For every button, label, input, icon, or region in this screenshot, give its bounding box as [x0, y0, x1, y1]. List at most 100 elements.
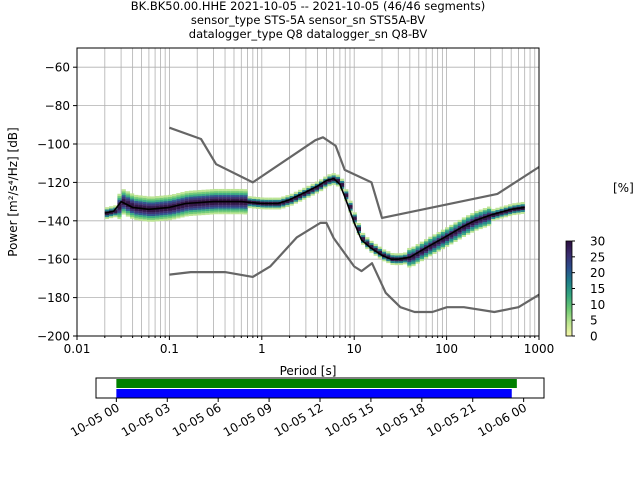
density-cell [306, 185, 311, 189]
density-cell [151, 196, 156, 199]
density-cell [218, 210, 223, 213]
density-cell [436, 241, 441, 244]
density-cell [445, 233, 450, 236]
density-cell [344, 193, 349, 196]
density-cell [327, 183, 332, 187]
density-cell [197, 209, 202, 212]
density-cell [134, 212, 139, 215]
density-cell [130, 214, 135, 217]
density-cell [172, 199, 177, 203]
density-cell [222, 211, 227, 215]
density-cell [377, 256, 383, 259]
density-cell [243, 210, 248, 213]
density-cell [193, 190, 198, 193]
density-cell [403, 254, 408, 257]
density-cell [155, 203, 160, 206]
density-cell [352, 218, 357, 221]
density-cell [188, 209, 194, 213]
density-cell [487, 223, 492, 227]
density-cell [113, 213, 118, 216]
density-cell [361, 236, 366, 240]
density-cell [495, 215, 500, 218]
density-cell [314, 191, 320, 194]
density-cell [302, 193, 307, 196]
density-cell [487, 218, 492, 221]
density-cell [243, 212, 248, 215]
density-cell [193, 205, 198, 209]
density-cell [172, 211, 177, 214]
density-cell [361, 242, 366, 245]
density-cell [134, 215, 139, 219]
density-cell [298, 189, 303, 193]
density-cell [230, 204, 236, 207]
density-cell [449, 242, 454, 245]
density-cell [369, 250, 374, 253]
density-cell [482, 225, 488, 228]
density-cell [176, 206, 181, 209]
density-cell [453, 228, 458, 231]
density-cell [201, 197, 206, 200]
density-cell [352, 212, 357, 215]
density-cell [243, 204, 248, 207]
x-tick-label: 0.1 [160, 342, 179, 356]
density-cell [516, 210, 521, 213]
density-cell [222, 210, 227, 213]
density-cell [201, 212, 206, 216]
density-cell [348, 204, 353, 207]
density-cell [466, 220, 471, 224]
density-cell [432, 243, 437, 247]
density-cell [134, 198, 139, 202]
density-cell [453, 224, 458, 227]
density-cell [491, 218, 496, 221]
density-cell [470, 215, 475, 218]
density-cell [172, 195, 177, 199]
density-cell [214, 211, 219, 215]
density-cell [495, 207, 500, 211]
density-cell [335, 174, 341, 177]
density-cell [159, 218, 164, 221]
density-cell [151, 209, 156, 213]
density-cell [209, 191, 215, 194]
density-cell [520, 209, 525, 212]
density-cell [352, 216, 357, 219]
density-cell [407, 247, 412, 251]
density-cell [184, 206, 189, 209]
density-cell [130, 210, 135, 213]
density-cell [478, 221, 483, 224]
density-cell [214, 196, 219, 199]
density-cell [260, 203, 265, 206]
density-cell [436, 247, 441, 250]
density-cell [205, 199, 210, 202]
density-cell [130, 195, 135, 198]
density-cell [167, 198, 173, 201]
density-cell [205, 195, 210, 198]
density-cell [151, 219, 156, 222]
density-cell [382, 251, 387, 254]
density-cell [230, 188, 236, 192]
density-cell [159, 195, 164, 198]
density-cell [428, 250, 433, 253]
density-cell [184, 210, 189, 213]
density-cell [327, 174, 332, 177]
density-cell [239, 188, 244, 192]
density-cell [226, 198, 231, 201]
density-cell [331, 180, 336, 184]
density-cell [159, 197, 164, 200]
density-cell [218, 208, 223, 211]
density-cell [243, 194, 248, 198]
density-cell [424, 248, 429, 252]
density-cell [222, 196, 227, 199]
density-cell [440, 243, 446, 246]
density-cell [461, 219, 467, 222]
density-cell [281, 198, 286, 201]
density-cell [201, 205, 206, 208]
density-cell [155, 201, 160, 205]
density-cell [209, 193, 215, 196]
density-cell [188, 200, 194, 203]
density-cell [239, 210, 244, 213]
density-cell [340, 182, 345, 185]
density-cell [121, 200, 126, 204]
density-cell [457, 237, 462, 240]
density-cell [247, 196, 252, 199]
density-cell [197, 207, 202, 210]
